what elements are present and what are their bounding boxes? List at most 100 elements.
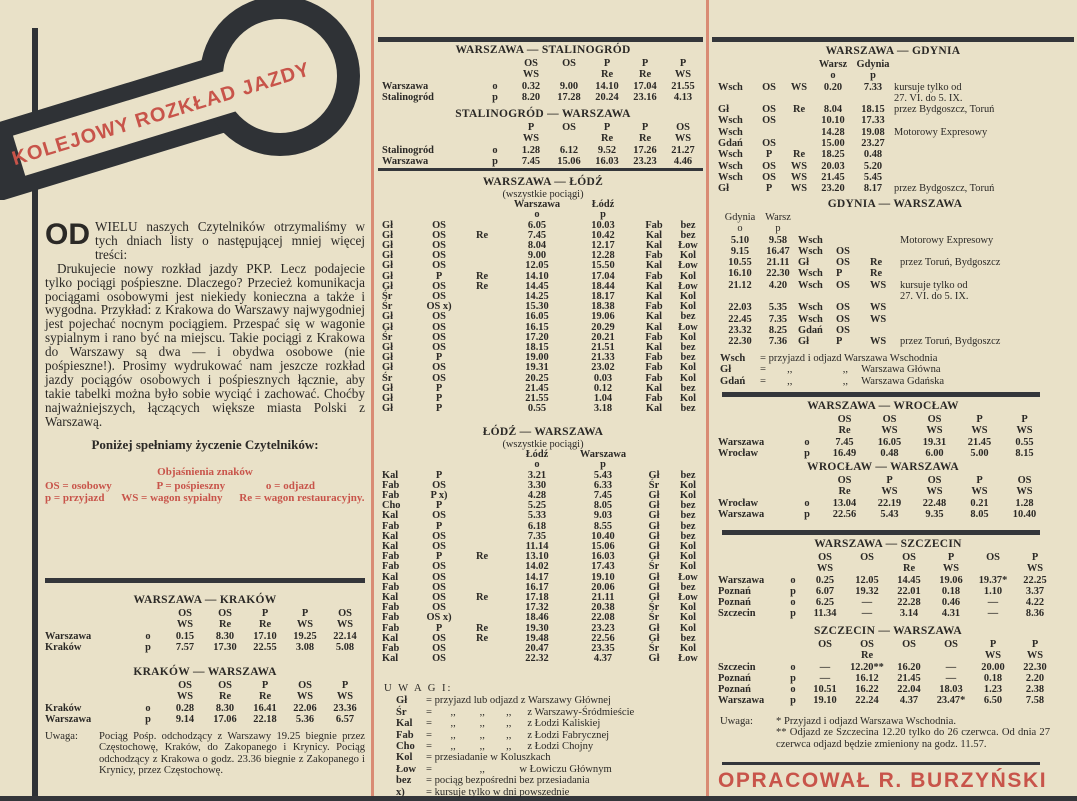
timetable-cell: Re [638,133,652,145]
timetable-cell: 6.33 [593,479,613,491]
timetable-cell [45,608,131,619]
timetable-cell: 9.03 [593,510,613,522]
timetable-title: STALINOGRÓD — WARSZAWA [455,108,631,120]
timetable-cell: Fab [382,602,400,614]
timetable-cell: 1.28 [521,144,541,156]
timetable-cell: kursuje tylko od [900,279,968,291]
timetable-cell: Kol [679,301,697,313]
timetable-cell [45,619,131,630]
timetable-cell: p [870,70,876,82]
timetable-cell [382,200,418,210]
timetable-cell: 19.25 [293,630,317,642]
timetable-cell: 23.23 [633,155,657,167]
timetable-cell [460,491,504,501]
timetable-cell [636,200,672,210]
timetable-row: Wsch OS WS 0.20 7.33 kursuje tylko od [718,82,1068,93]
timetable-row: Fab P 6.18 8.55 Gł bez [382,520,704,532]
timetable-cell: Kraków [45,702,82,714]
timetable-cell: 6.07 [815,585,835,597]
timetable-cell: 7.58 [1025,695,1045,707]
timetable-row: Gł OS Re 7.45 10.42 Kal bez [382,230,704,241]
timetable-cell: OS [432,372,446,384]
timetable-cell: o [492,80,498,92]
rule [378,37,703,42]
timetable-cell: Łow [678,571,698,583]
timetable-cell [131,619,165,630]
timetable-cell: WS [1016,425,1033,437]
timetable-cell: Fab [645,301,663,313]
timetable-cell [45,680,131,691]
timetable-cell: Wsch [798,245,823,257]
timetable-cell: Kal [645,403,663,415]
timetable-row: Kal OS Re 19.48 22.56 Gł bez [382,633,704,644]
timetable-cell [672,200,704,210]
timetable-cell: P [435,352,443,364]
timetable-cell: 23.20 [821,183,845,195]
timetable-cell: 16.05 [877,436,902,448]
timetable-cell: 1.23 [983,684,1003,696]
timetable-cell: Kol [679,490,697,502]
note-key: Kol [396,752,413,764]
timetable-cell: OS [882,414,897,425]
timetable-cell: Gł [648,510,660,522]
timetable-cell: 6.18 [527,520,547,532]
timetable-cell: Kal [645,240,663,252]
timetable-cell: bez [680,219,696,231]
timetable-cell: WS [790,160,808,172]
timetable-cell: OS [432,219,446,231]
timetable-cell [718,639,782,650]
timetable-cell: Kol [679,602,697,614]
timetable-cell: p [790,672,796,684]
timetable-cell: 7.35 [768,313,788,325]
timetable-cell: 4.37 [593,653,613,665]
timetable-cell: Łow [678,260,698,272]
timetable-cell: p [790,608,796,620]
timetable-cell [478,69,512,80]
timetable-cell: Fab [645,250,663,262]
author-signature: OPRACOWAŁ R. BURZYŃSKI [718,769,1048,792]
timetable-row: Gł OS 16.15 20.29 Kal Łow [382,322,704,333]
timetable-cell: OS [1017,475,1032,486]
timetable-cell: p [775,223,781,235]
timetable-row: Gdynia Warsz [722,212,1068,223]
legend-item: o = odjazd [265,479,315,492]
timetable-cell: 13.10 [525,551,549,563]
timetable-row: Stalinogród o 1.28 6.12 9.52 17.26 21.27 [382,145,704,156]
timetable-cell: Fab [382,643,400,655]
timetable-title: SZCZECIN — WARSZAWA [813,625,962,637]
timetable-cell: Kal [382,541,399,553]
timetable-cell: 9.58 [768,234,788,246]
timetable-wg: WARSZAWA — GDYNIA Warsz Gdynia o p Wsch OS WS 0.… [718,45,1068,195]
timetable-cell [460,333,504,343]
timetable-row: Fab P Re 19.30 23.23 Gł Kol [382,622,704,634]
timetable-cell: Wsch [798,302,823,314]
timetable-cell: P [435,622,443,634]
timetable-cell: 5.08 [335,641,355,653]
timetable-cell: OS [432,362,446,374]
timetable-row: Kraków p 7.57 17.30 22.55 3.08 5.08 [45,642,365,653]
timetable-row: 27. VI. do 5. IX. [718,93,1068,104]
timetable-row: 5.10 9.58 Wsch Motorowy Expresowy [722,235,1068,246]
timetable-row: Poznań p 6.07 19.32 22.01 0.18 1.10 3.37 [718,586,1058,597]
timetable-cell: Wsch [798,268,823,280]
timetable-cell: Kal [382,469,399,481]
timetable-cell: OS [432,311,446,323]
legend-item: p = przyjazd [45,491,105,504]
timetable-cell: 9.52 [597,144,617,156]
timetable-row: 10.55 21.11 Gł OS Re przez Toruń, Bydgoszcz [722,257,1068,268]
timetable-cell: Śr [382,372,393,384]
timetable-cell: 17.18 [525,592,549,604]
timetable-cell: Gdań [798,324,823,336]
timetable-row: Poznań o 6.25 — 22.28 0.46 — 4.22 [718,597,1058,608]
timetable-cell [718,59,754,70]
timetable-row: Gł P 0.55 3.18 Kal bez [382,403,704,415]
timetable-cell: 16.17 [525,581,549,593]
timetable-cell: Motorowy Expresowy [900,234,994,246]
timetable-cell [784,70,814,81]
timetable-cell: 10.55 [728,257,752,269]
timetable-cell [460,251,504,261]
timetable-cell [900,223,1068,234]
timetable-cell: 0.55 [1015,436,1034,448]
timetable-title: WARSZAWA — SZCZECIN [814,538,962,550]
